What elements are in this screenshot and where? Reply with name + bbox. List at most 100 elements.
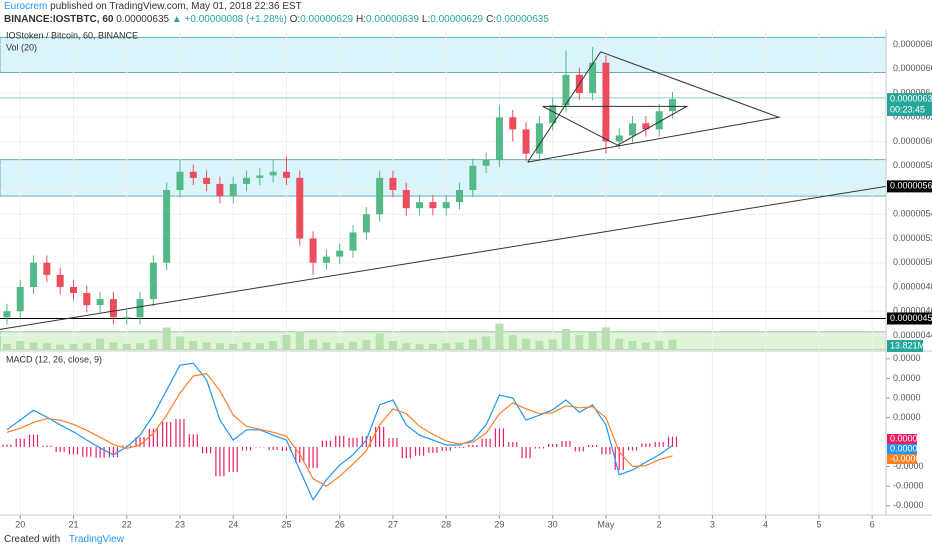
macd-marker <box>887 454 917 464</box>
volume-bar <box>16 341 25 350</box>
volume-bar <box>29 342 38 350</box>
x-tick-label: 5 <box>816 519 821 529</box>
author[interactable]: Eurocrem <box>4 1 48 12</box>
volume-bar <box>588 331 597 350</box>
x-tick-label: 21 <box>68 519 78 529</box>
candle-body <box>522 129 530 154</box>
y-tick-label: 0.00000460 <box>893 306 932 316</box>
volume-bar <box>349 341 358 350</box>
volume-bar <box>215 343 224 350</box>
volume-bar <box>668 339 677 350</box>
candle-body <box>655 111 663 130</box>
candle-body <box>615 135 623 142</box>
symbol-line: BINANCE:IOSTBTC, 60 0.00000635 ▲ +0.0000… <box>4 14 552 25</box>
volume-bar <box>2 344 11 350</box>
volume-bar <box>295 331 304 350</box>
price-marker-label: 0.00000454 <box>890 313 932 323</box>
last-price: 0.00000635 <box>116 14 170 25</box>
candle-body <box>362 214 370 233</box>
y-tick-label: 0.00000580 <box>893 160 932 170</box>
ohlc-label: H: <box>356 14 367 25</box>
candle-body <box>336 250 344 257</box>
macd-tick-label: -0.0000 <box>893 500 924 510</box>
published: published on TradingView.com, May 01, 20… <box>50 1 302 12</box>
macd-line <box>6 372 673 487</box>
candle-body <box>402 190 410 209</box>
x-tick-label: 26 <box>335 519 345 529</box>
volume-bar <box>96 338 105 350</box>
candle-body <box>469 165 477 190</box>
volume-bar <box>615 338 624 350</box>
trend-line <box>527 51 781 163</box>
candle-body <box>629 123 637 136</box>
x-tick-label: 29 <box>494 519 504 529</box>
macd-tick-label: -0.0000 <box>893 480 924 490</box>
ohlc-value: 0.00000639 <box>366 14 419 25</box>
x-tick-label: 20 <box>15 519 25 529</box>
candle-body <box>203 177 211 184</box>
volume-bar <box>322 342 331 350</box>
candle-body <box>322 256 330 263</box>
volume-title: Vol (20) <box>6 42 37 52</box>
candle-body <box>43 262 51 275</box>
macd-marker-label: 0.0000 <box>890 433 918 443</box>
volume-bar <box>535 341 544 350</box>
volume-bar <box>189 341 198 350</box>
volume-bar <box>561 329 570 350</box>
candle-body <box>549 105 557 124</box>
volume-bar <box>522 338 531 350</box>
volume-bar <box>548 339 557 350</box>
volume-bar <box>136 343 145 350</box>
price-marker <box>887 180 932 193</box>
volume-bar <box>56 344 65 350</box>
ohlc-value: 0.00000635 <box>496 14 549 25</box>
trend-line <box>0 185 886 330</box>
volume-bar <box>468 339 477 350</box>
price-pane <box>0 30 886 350</box>
y-tick-label: 0.00000640 <box>893 87 932 97</box>
candle-body <box>243 177 251 184</box>
candle-body <box>495 117 503 160</box>
candle-body <box>376 177 384 215</box>
volume-marker <box>887 340 923 352</box>
candle-body <box>229 183 237 197</box>
y-tick-label: 0.00000600 <box>893 136 932 146</box>
macd-tick-label: 0.0000 <box>893 373 921 383</box>
x-tick-label: 3 <box>710 519 715 529</box>
candle-body <box>96 299 104 306</box>
brand[interactable]: TradingView <box>68 534 124 545</box>
candle-body <box>136 299 144 318</box>
volume-bar <box>495 323 504 350</box>
volume-bar <box>42 343 51 350</box>
candle-body <box>416 202 424 209</box>
ohlc-label: C: <box>486 14 497 25</box>
volume-bar <box>428 344 437 350</box>
candle-body <box>482 159 490 166</box>
macd-tick-label: 0.0000 <box>893 353 921 363</box>
volume-bar <box>255 343 264 350</box>
symbol: BINANCE:IOSTBTC, 60 <box>4 14 114 25</box>
price-marker-label: 00:23:45 <box>890 104 925 114</box>
arrow: ▲ <box>171 14 182 25</box>
y-tick-label: 0.00000540 <box>893 209 932 219</box>
y-tick-label: 0.00000500 <box>893 257 932 267</box>
candle-body <box>309 238 317 263</box>
candle-body <box>109 299 117 318</box>
volume-bar <box>242 342 251 350</box>
publish-line: Eurocrem published on TradingView.com, M… <box>4 1 302 12</box>
volume-bar <box>162 327 171 350</box>
macd-marker-label: 0.0000 <box>890 443 918 453</box>
candle-body <box>668 99 676 112</box>
volume-bar <box>402 343 411 350</box>
macd-tick-label: 0.0000 <box>893 412 921 422</box>
x-tick-label: 2 <box>657 519 662 529</box>
candle-body <box>442 202 450 209</box>
x-tick-label: 25 <box>281 519 291 529</box>
candle-body <box>3 311 11 318</box>
price-marker <box>887 93 932 106</box>
volume-bar <box>655 341 664 350</box>
y-tick-label: 0.00000680 <box>893 39 932 49</box>
candle-body <box>535 123 543 154</box>
candle-body <box>149 262 157 300</box>
